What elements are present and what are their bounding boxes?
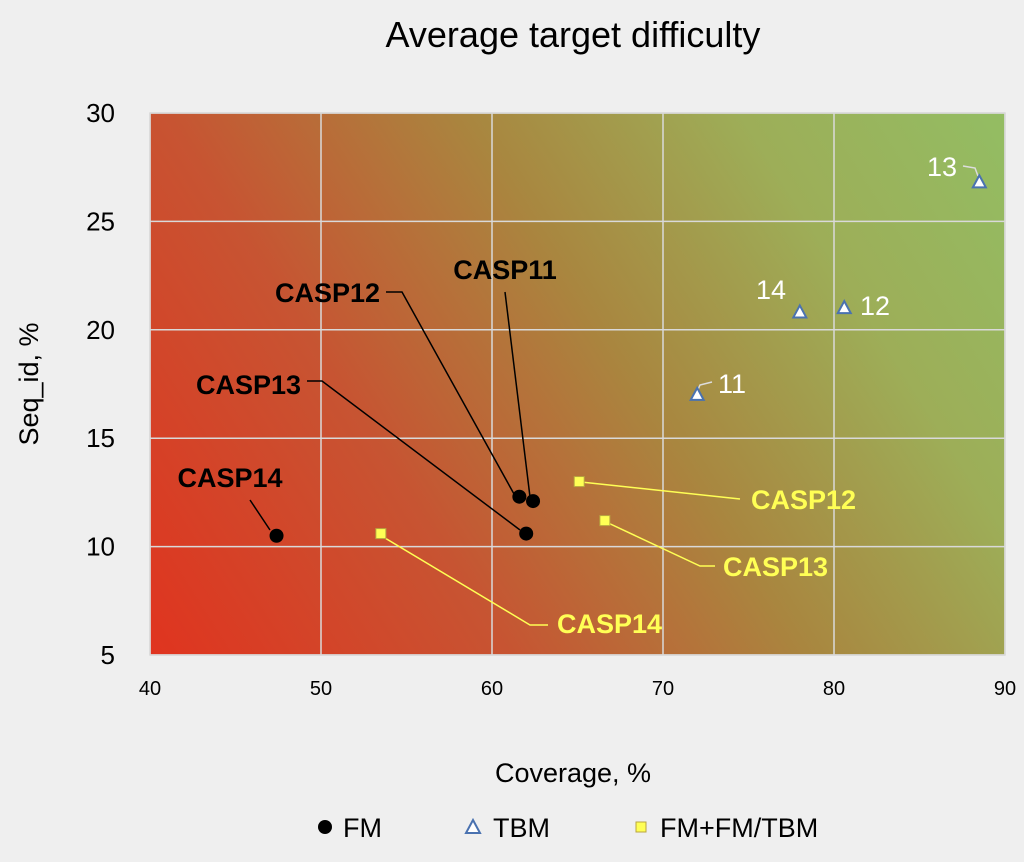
y-tick-label: 5 [101, 640, 115, 670]
y-tick-label: 20 [86, 315, 115, 345]
y-axis-label: Seq_id, % [14, 322, 44, 445]
point-label: 11 [718, 369, 746, 399]
point-labels: CASP11 CASP12 CASP13 CASP14 11 12 13 14 CASP12 CA… [177, 152, 957, 639]
point-label: CASP13 [196, 370, 301, 400]
leader-line [386, 291, 515, 495]
x-tick-label: 50 [310, 678, 332, 700]
leader-lines [249, 165, 979, 626]
fm-point [519, 526, 534, 541]
point-label: CASP14 [177, 463, 282, 493]
y-tick-label: 10 [86, 532, 115, 562]
point-label: 12 [860, 291, 890, 321]
fm-fmtbm-point [599, 515, 611, 527]
tbm-point [689, 385, 706, 401]
grid-lines [149, 112, 1006, 656]
leader-line [249, 499, 271, 531]
x-axis-ticks: 40 50 60 70 80 90 [139, 678, 1016, 700]
leader-line [307, 380, 521, 531]
fm-point [269, 528, 284, 543]
tbm-point [791, 303, 808, 319]
legend-fm-marker [318, 820, 332, 834]
legend-mix-marker [635, 821, 647, 833]
legend-mix-label: FM+FM/TBM [660, 813, 818, 843]
x-tick-label: 60 [481, 678, 503, 700]
y-tick-label: 15 [86, 423, 115, 453]
legend-tbm-label: TBM [493, 813, 550, 843]
y-axis-ticks: 5 10 15 20 25 30 [86, 98, 115, 670]
x-tick-label: 70 [652, 678, 674, 700]
fm-point [512, 489, 527, 504]
leader-line [504, 291, 531, 498]
point-label: 13 [927, 152, 957, 182]
legend-fm-label: FM [343, 813, 382, 843]
y-tick-label: 30 [86, 98, 115, 128]
tbm-point [836, 299, 853, 315]
plot-border [149, 112, 1006, 656]
legend: FM TBM FM+FM/TBM [318, 813, 818, 843]
fm-fmtbm-point [375, 528, 387, 540]
chart-title: Average target difficulty [386, 14, 761, 55]
x-tick-label: 80 [823, 678, 845, 700]
x-tick-label: 90 [994, 678, 1016, 700]
x-axis-label: Coverage, % [495, 758, 651, 788]
fm-point [526, 494, 541, 509]
point-label: CASP12 [275, 278, 380, 308]
x-tick-label: 40 [139, 678, 161, 700]
point-label: CASP13 [723, 552, 828, 582]
tbm-point [971, 173, 988, 189]
point-label: CASP11 [453, 255, 557, 285]
legend-tbm-marker [464, 817, 482, 834]
data-points [269, 173, 988, 543]
leader-line [603, 520, 715, 567]
leader-line [580, 481, 741, 500]
plot-area [150, 113, 1005, 655]
point-label: CASP14 [557, 609, 662, 639]
point-label: 14 [756, 275, 786, 305]
y-tick-label: 25 [86, 206, 115, 236]
fm-fmtbm-point [573, 476, 585, 488]
leader-line [379, 534, 548, 626]
leader-line [962, 165, 979, 177]
point-label: CASP12 [751, 485, 856, 515]
